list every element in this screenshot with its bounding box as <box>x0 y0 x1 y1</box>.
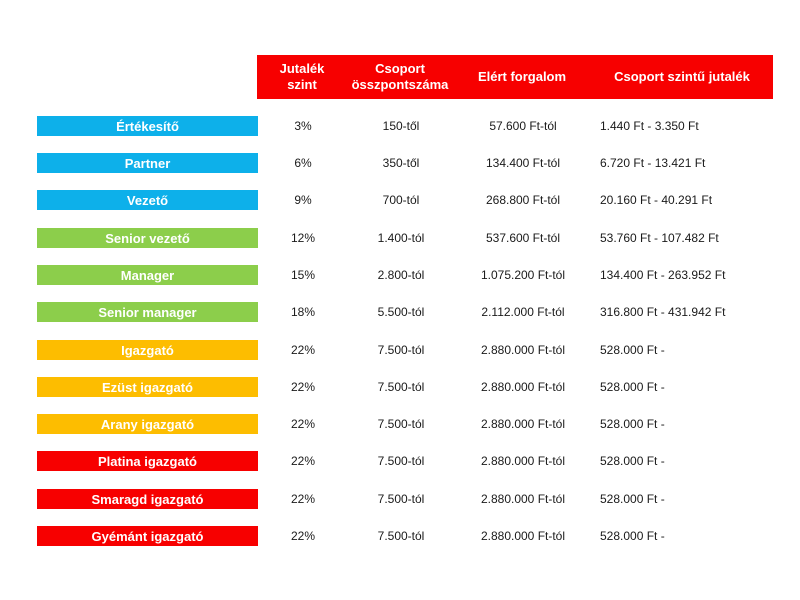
group-bonus: 1.440 Ft - 3.350 Ft <box>600 119 699 133</box>
table-header: Jutalék szint Csoport összpontszáma Elér… <box>257 55 773 99</box>
header-commission-level: Jutalék szint <box>279 61 325 92</box>
commission-rate: 22% <box>290 454 316 468</box>
level-label: Partner <box>37 153 258 173</box>
commission-rate: 9% <box>294 193 312 207</box>
group-bonus: 528.000 Ft - <box>600 529 665 543</box>
table-row: Partner 6% 350-től 134.400 Ft-tól 6.720 … <box>37 153 774 173</box>
turnover: 537.600 Ft-tól <box>485 231 561 245</box>
table-row: Igazgató 22% 7.500-tól 2.880.000 Ft-tól … <box>37 340 774 360</box>
commission-rate: 22% <box>290 380 316 394</box>
group-bonus: 6.720 Ft - 13.421 Ft <box>600 156 706 170</box>
level-label: Senior manager <box>37 302 258 322</box>
commission-rate: 18% <box>290 305 316 319</box>
header-group-bonus: Csoport szintű jutalék <box>614 69 750 84</box>
turnover: 2.880.000 Ft-tól <box>480 454 566 468</box>
commission-rate: 12% <box>290 231 316 245</box>
group-points: 7.500-tól <box>377 417 425 431</box>
group-points: 7.500-tól <box>377 343 425 357</box>
level-label: Vezető <box>37 190 258 210</box>
table-row: Smaragd igazgató 22% 7.500-tól 2.880.000… <box>37 489 774 509</box>
table-row: Arany igazgató 22% 7.500-tól 2.880.000 F… <box>37 414 774 434</box>
turnover: 134.400 Ft-tól <box>485 156 561 170</box>
commission-rate: 22% <box>290 343 316 357</box>
level-label: Platina igazgató <box>37 451 258 471</box>
group-bonus: 134.400 Ft - 263.952 Ft <box>600 268 726 282</box>
level-label: Gyémánt igazgató <box>37 526 258 546</box>
turnover: 2.112.000 Ft-tól <box>481 305 565 319</box>
turnover: 2.880.000 Ft-tól <box>480 492 566 506</box>
table-row: Gyémánt igazgató 22% 7.500-tól 2.880.000… <box>37 526 774 546</box>
turnover: 2.880.000 Ft-tól <box>480 343 566 357</box>
group-bonus: 53.760 Ft - 107.482 Ft <box>600 231 719 245</box>
table-row: Senior manager 18% 5.500-tól 2.112.000 F… <box>37 302 774 322</box>
group-points: 5.500-tól <box>377 305 425 319</box>
group-points: 2.800-tól <box>377 268 425 282</box>
turnover: 2.880.000 Ft-tól <box>480 417 566 431</box>
level-label: Smaragd igazgató <box>37 489 258 509</box>
level-label: Értékesítő <box>37 116 258 136</box>
commission-rate: 22% <box>290 529 316 543</box>
header-turnover: Elért forgalom <box>477 69 567 84</box>
table-row: Ezüst igazgató 22% 7.500-tól 2.880.000 F… <box>37 377 774 397</box>
table-row: Értékesítő 3% 150-től 57.600 Ft-tól 1.44… <box>37 116 774 136</box>
group-bonus: 316.800 Ft - 431.942 Ft <box>600 305 726 319</box>
turnover: 2.880.000 Ft-tól <box>480 380 566 394</box>
turnover: 268.800 Ft-tól <box>485 193 561 207</box>
turnover: 1.075.200 Ft-tól <box>480 268 566 282</box>
commission-rate: 3% <box>294 119 312 133</box>
commission-rate: 22% <box>290 492 316 506</box>
table-row: Senior vezető 12% 1.400-tól 537.600 Ft-t… <box>37 228 774 248</box>
group-bonus: 528.000 Ft - <box>600 454 665 468</box>
table-row: Manager 15% 2.800-tól 1.075.200 Ft-tól 1… <box>37 265 774 285</box>
commission-rate: 6% <box>294 156 312 170</box>
group-points: 7.500-tól <box>377 492 425 506</box>
turnover: 57.600 Ft-tól <box>489 119 557 133</box>
level-label: Arany igazgató <box>37 414 258 434</box>
table-row: Vezető 9% 700-tól 268.800 Ft-tól 20.160 … <box>37 190 774 210</box>
level-label: Igazgató <box>37 340 258 360</box>
group-bonus: 528.000 Ft - <box>600 343 665 357</box>
table-row: Platina igazgató 22% 7.500-tól 2.880.000… <box>37 451 774 471</box>
commission-rate: 15% <box>290 268 316 282</box>
group-bonus: 528.000 Ft - <box>600 417 665 431</box>
level-label: Senior vezető <box>37 228 258 248</box>
group-bonus: 20.160 Ft - 40.291 Ft <box>600 193 713 207</box>
commission-rate: 22% <box>290 417 316 431</box>
turnover: 2.880.000 Ft-tól <box>480 529 566 543</box>
header-group-points: Csoport összpontszáma <box>351 61 449 92</box>
group-bonus: 528.000 Ft - <box>600 380 665 394</box>
group-points: 7.500-tól <box>377 529 425 543</box>
group-points: 7.500-tól <box>377 454 425 468</box>
level-label: Manager <box>37 265 258 285</box>
group-points: 7.500-tól <box>377 380 425 394</box>
group-points: 350-től <box>382 156 420 170</box>
level-label: Ezüst igazgató <box>37 377 258 397</box>
group-bonus: 528.000 Ft - <box>600 492 665 506</box>
group-points: 700-tól <box>382 193 420 207</box>
group-points: 150-től <box>382 119 420 133</box>
group-points: 1.400-tól <box>377 231 425 245</box>
